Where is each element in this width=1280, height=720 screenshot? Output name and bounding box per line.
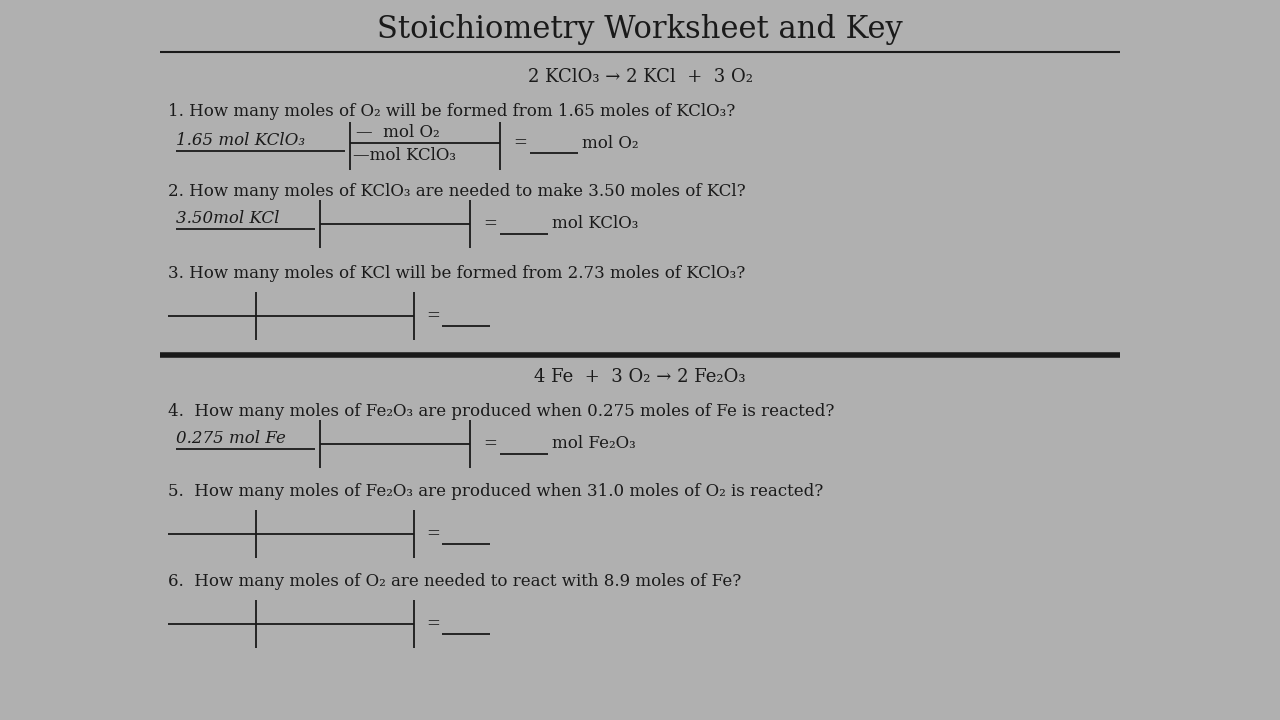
Text: 5.  How many moles of Fe₂O₃ are produced when 31.0 moles of O₂ is reacted?: 5. How many moles of Fe₂O₃ are produced … (168, 483, 823, 500)
Text: 0.275 mol Fe: 0.275 mol Fe (177, 430, 285, 447)
Text: 2 KClO₃ → 2 KCl  +  3 O₂: 2 KClO₃ → 2 KCl + 3 O₂ (527, 68, 753, 86)
Text: 1.65 mol KClO₃: 1.65 mol KClO₃ (177, 132, 305, 149)
Text: 3. How many moles of KCl will be formed from 2.73 moles of KClO₃?: 3. How many moles of KCl will be formed … (168, 265, 745, 282)
Text: =: = (513, 135, 527, 151)
Text: =: = (426, 307, 440, 325)
Text: —mol KClO₃: —mol KClO₃ (353, 147, 456, 164)
Text: mol KClO₃: mol KClO₃ (552, 215, 639, 233)
Text: 4 Fe  +  3 O₂ → 2 Fe₂O₃: 4 Fe + 3 O₂ → 2 Fe₂O₃ (534, 368, 746, 386)
Text: =: = (426, 526, 440, 542)
Text: 2. How many moles of KClO₃ are needed to make 3.50 moles of KCl?: 2. How many moles of KClO₃ are needed to… (168, 183, 746, 200)
Text: 1. How many moles of O₂ will be formed from 1.65 moles of KClO₃?: 1. How many moles of O₂ will be formed f… (168, 103, 735, 120)
Text: mol O₂: mol O₂ (582, 135, 639, 151)
Text: 6.  How many moles of O₂ are needed to react with 8.9 moles of Fe?: 6. How many moles of O₂ are needed to re… (168, 573, 741, 590)
Text: 3.50mol KCl: 3.50mol KCl (177, 210, 279, 227)
Text: =: = (483, 215, 497, 233)
Text: —  mol O₂: — mol O₂ (356, 124, 439, 141)
Text: =: = (426, 616, 440, 632)
Text: 4.  How many moles of Fe₂O₃ are produced when 0.275 moles of Fe is reacted?: 4. How many moles of Fe₂O₃ are produced … (168, 403, 835, 420)
Text: mol Fe₂O₃: mol Fe₂O₃ (552, 436, 636, 452)
Text: =: = (483, 436, 497, 452)
Text: Stoichiometry Worksheet and Key: Stoichiometry Worksheet and Key (378, 14, 902, 45)
